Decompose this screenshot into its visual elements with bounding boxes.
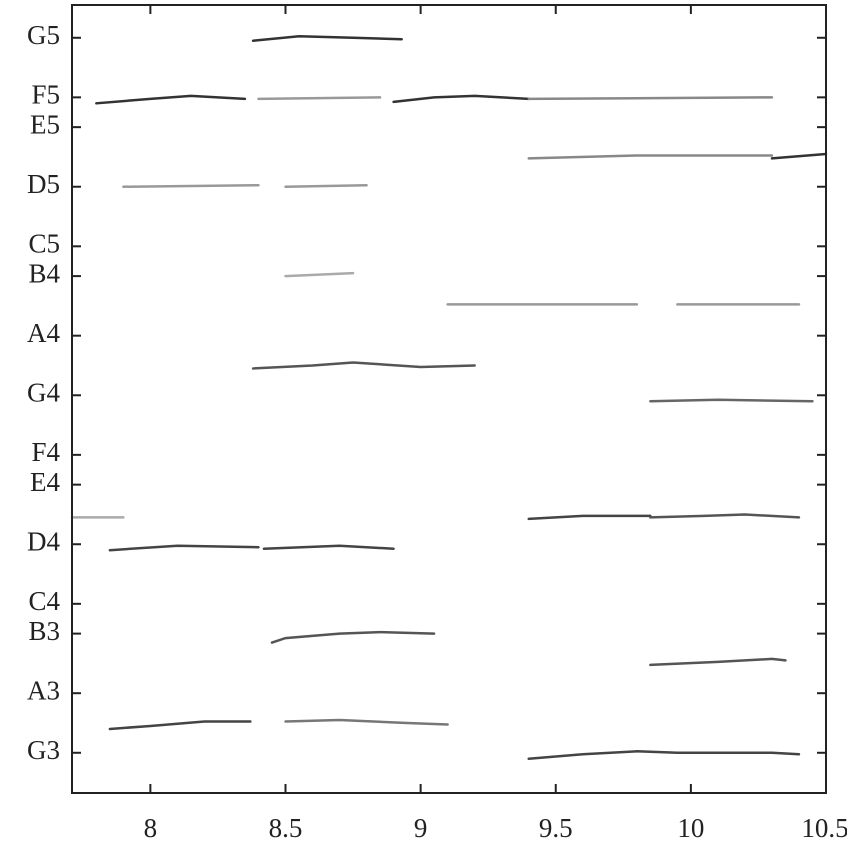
- y-tick-label: B3: [28, 616, 60, 646]
- pitch-contour: [284, 718, 449, 726]
- pitch-contour: [649, 513, 801, 519]
- y-tick-label: G3: [27, 735, 60, 765]
- pitch-contour: [95, 94, 247, 105]
- y-tick-label: E5: [30, 109, 60, 139]
- y-tick-label: D5: [27, 169, 60, 199]
- y-tick-label: E4: [30, 467, 60, 497]
- y-tick-label: F5: [31, 80, 60, 110]
- y-tick-label: A3: [27, 675, 60, 705]
- x-tick-label: 9.5: [539, 813, 573, 843]
- y-tick-label: G4: [27, 377, 60, 407]
- pitch-contour: [270, 630, 436, 644]
- x-tick-label: 10: [677, 813, 704, 843]
- pitch-contour: [527, 96, 774, 101]
- pitch-contour: [108, 544, 260, 552]
- x-tick-label: 9: [414, 813, 428, 843]
- x-tick-label: 8: [144, 813, 158, 843]
- x-tick-label: 8.5: [269, 813, 303, 843]
- y-tick-label: D4: [27, 526, 60, 556]
- pitch-contour: [770, 152, 828, 160]
- pitch-contour: [392, 94, 530, 104]
- y-tick-label: B4: [28, 258, 60, 288]
- pitch-contour: [251, 361, 476, 370]
- pitch-contour: [649, 657, 787, 667]
- pitch-contour: [284, 271, 355, 278]
- pitch-contour: [527, 514, 652, 521]
- y-tick-label: F4: [31, 437, 60, 467]
- y-tick-label: A4: [27, 318, 60, 348]
- pitch-contour: [262, 544, 395, 550]
- pitch-contour: [122, 183, 260, 188]
- pitch-contour: [257, 96, 382, 101]
- pitch-contour: [527, 750, 801, 760]
- x-tick-label: 10.5: [801, 813, 847, 843]
- pitch-contour: [108, 720, 252, 731]
- y-tick-label: C5: [28, 229, 60, 259]
- pitch-contour: [251, 35, 403, 43]
- axes-frame: [71, 4, 827, 794]
- y-tick-label: C4: [28, 586, 60, 616]
- pitch-contour: [649, 398, 814, 403]
- y-tick-label: G5: [27, 20, 60, 50]
- pitch-contour: [284, 183, 368, 188]
- pitch-contour: [527, 154, 774, 160]
